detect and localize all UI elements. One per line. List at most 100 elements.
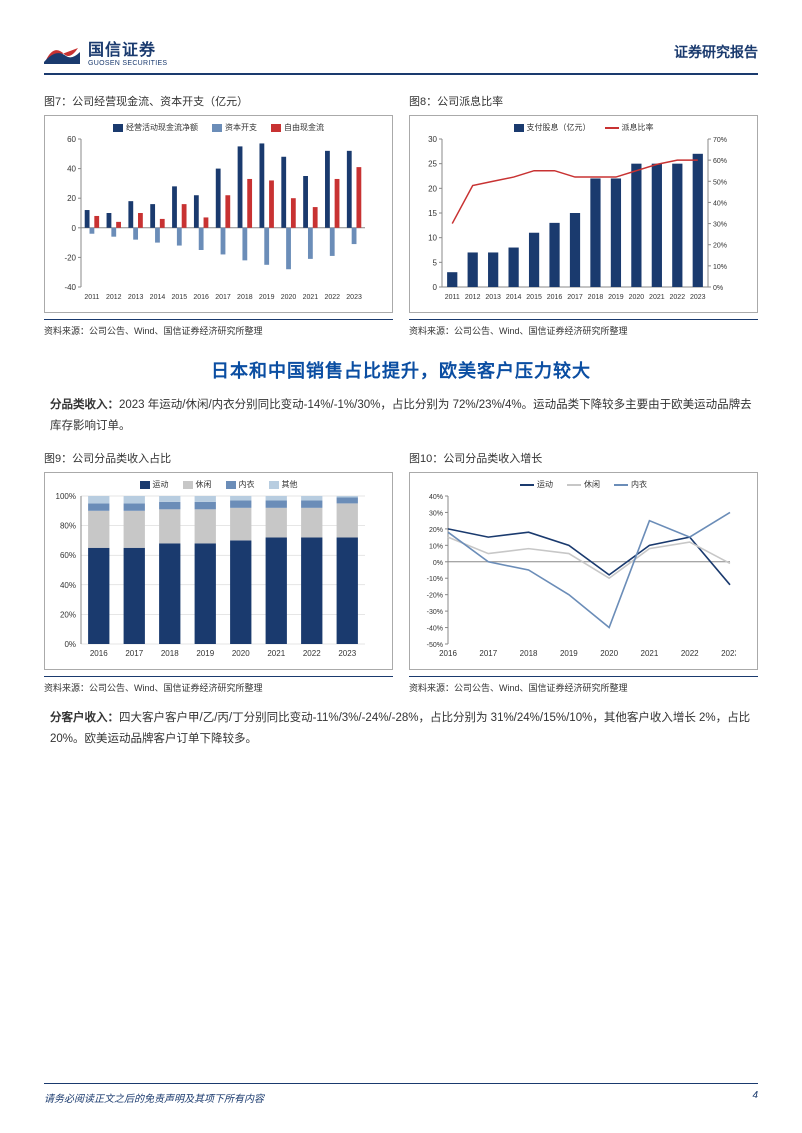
svg-text:2019: 2019	[196, 649, 214, 658]
logo-icon	[44, 40, 80, 64]
footer-disclaimer: 请务必阅读正文之后的免责声明及其项下所有内容	[44, 1090, 264, 1105]
fig9-source: 资料来源：公司公告、Wind、国信证券经济研究所整理	[44, 676, 393, 694]
svg-text:25: 25	[428, 160, 437, 169]
svg-text:80%: 80%	[60, 522, 76, 531]
fig9-legend-2: 内衣	[239, 479, 255, 490]
fig7-cell: 图7：公司经营现金流、资本开支（亿元） 经营活动现金流净额 资本开支 自由现金流…	[44, 93, 393, 337]
svg-text:10: 10	[428, 234, 437, 243]
fig10-source: 资料来源：公司公告、Wind、国信证券经济研究所整理	[409, 676, 758, 694]
fig9-legend-0: 运动	[153, 479, 169, 490]
page-footer: 请务必阅读正文之后的免责声明及其项下所有内容 4	[44, 1083, 758, 1105]
svg-text:-40%: -40%	[427, 626, 443, 633]
fig8-legend-1: 派息比率	[622, 122, 654, 133]
svg-text:20%: 20%	[429, 527, 443, 534]
svg-text:2017: 2017	[125, 649, 143, 658]
svg-text:-50%: -50%	[427, 642, 443, 649]
svg-text:2012: 2012	[106, 294, 122, 301]
svg-text:2016: 2016	[193, 294, 209, 301]
page-header: 国信证券 GUOSEN SECURITIES 证券研究报告	[44, 36, 758, 75]
fig7-chart: 经营活动现金流净额 资本开支 自由现金流 -40-200204060201120…	[44, 115, 393, 313]
svg-text:2019: 2019	[259, 294, 275, 301]
svg-text:60%: 60%	[713, 158, 727, 165]
fig7-legend-2: 自由现金流	[284, 122, 324, 133]
svg-text:30%: 30%	[429, 511, 443, 518]
svg-text:2016: 2016	[547, 294, 563, 301]
svg-text:20: 20	[428, 184, 437, 193]
svg-text:-30%: -30%	[427, 609, 443, 616]
svg-text:10%: 10%	[713, 264, 727, 271]
fig10-caption: 图10：公司分品类收入增长	[409, 450, 758, 466]
svg-text:30%: 30%	[713, 222, 727, 229]
svg-text:0%: 0%	[64, 640, 76, 649]
fig9-legend-3: 其他	[282, 479, 298, 490]
brand-logo: 国信证券 GUOSEN SECURITIES	[44, 36, 167, 67]
para2-body: 四大客户客户甲/乙/丙/丁分别同比变动-11%/3%/-24%/-28%，占比分…	[50, 712, 750, 745]
report-type-label: 证券研究报告	[674, 42, 758, 62]
svg-text:2020: 2020	[629, 294, 645, 301]
fig9-cell: 图9：公司分品类收入占比 运动 休闲 内衣 其他 0%20%40%60%80%1…	[44, 450, 393, 694]
svg-text:2021: 2021	[267, 649, 285, 658]
svg-text:40: 40	[67, 165, 76, 174]
svg-text:2011: 2011	[445, 294, 460, 301]
svg-text:2020: 2020	[600, 649, 618, 658]
svg-text:40%: 40%	[429, 494, 443, 501]
svg-text:2014: 2014	[150, 294, 166, 301]
para1-body: 2023 年运动/休闲/内衣分别同比变动-14%/-1%/30%，占比分别为 7…	[50, 399, 752, 432]
svg-text:2021: 2021	[641, 649, 659, 658]
svg-text:50%: 50%	[713, 179, 727, 186]
page-number: 4	[752, 1090, 758, 1105]
fig10-cell: 图10：公司分品类收入增长 运动 休闲 内衣 -50%-40%-30%-20%-…	[409, 450, 758, 694]
fig9-legend-1: 休闲	[196, 479, 212, 490]
fig10-legend-1: 休闲	[584, 479, 600, 490]
svg-text:2012: 2012	[465, 294, 481, 301]
svg-text:-20: -20	[64, 253, 76, 262]
fig9-chart: 运动 休闲 内衣 其他 0%20%40%60%80%100%2016201720…	[44, 472, 393, 670]
fig7-source: 资料来源：公司公告、Wind、国信证券经济研究所整理	[44, 319, 393, 337]
svg-text:2019: 2019	[560, 649, 578, 658]
svg-text:40%: 40%	[713, 200, 727, 207]
fig9-caption: 图9：公司分品类收入占比	[44, 450, 393, 466]
brand-name-cn: 国信证券	[88, 36, 167, 60]
fig10-legend-0: 运动	[537, 479, 553, 490]
svg-text:2018: 2018	[520, 649, 538, 658]
fig10-svg: -50%-40%-30%-20%-10%0%10%20%30%40%201620…	[416, 492, 736, 662]
svg-text:100%: 100%	[56, 492, 76, 501]
fig10-legend-2: 内衣	[631, 479, 647, 490]
fig10-chart: 运动 休闲 内衣 -50%-40%-30%-20%-10%0%10%20%30%…	[409, 472, 758, 670]
fig8-svg: 0510152025300%10%20%30%40%50%60%70%20112…	[416, 135, 736, 305]
fig9-legend: 运动 休闲 内衣 其他	[51, 479, 386, 490]
fig8-chart: 支付股息（亿元） 派息比率 0510152025300%10%20%30%40%…	[409, 115, 758, 313]
svg-text:2017: 2017	[479, 649, 497, 658]
svg-text:5: 5	[433, 258, 438, 267]
svg-text:2020: 2020	[232, 649, 250, 658]
fig7-legend-0: 经营活动现金流净额	[126, 122, 198, 133]
fig7-legend: 经营活动现金流净额 资本开支 自由现金流	[51, 122, 386, 133]
svg-text:2019: 2019	[608, 294, 624, 301]
svg-text:2020: 2020	[281, 294, 297, 301]
svg-text:2021: 2021	[303, 294, 319, 301]
fig8-caption: 图8：公司派息比率	[409, 93, 758, 109]
fig8-legend: 支付股息（亿元） 派息比率	[416, 122, 751, 133]
svg-text:2018: 2018	[237, 294, 253, 301]
paragraph-2: 分客户收入：四大客户客户甲/乙/丙/丁分别同比变动-11%/3%/-24%/-2…	[44, 708, 758, 749]
svg-text:2018: 2018	[161, 649, 179, 658]
svg-text:0: 0	[433, 283, 438, 292]
svg-text:15: 15	[428, 209, 437, 218]
svg-text:60: 60	[67, 135, 76, 144]
svg-text:2015: 2015	[172, 294, 188, 301]
section-title: 日本和中国销售占比提升，欧美客户压力较大	[44, 357, 758, 383]
svg-text:2014: 2014	[506, 294, 522, 301]
svg-text:20: 20	[67, 194, 76, 203]
svg-text:2017: 2017	[567, 294, 583, 301]
svg-text:2022: 2022	[324, 294, 340, 301]
svg-text:0: 0	[72, 224, 77, 233]
svg-text:2013: 2013	[485, 294, 501, 301]
svg-text:0%: 0%	[433, 560, 443, 567]
fig10-legend: 运动 休闲 内衣	[416, 479, 751, 490]
svg-text:40%: 40%	[60, 581, 76, 590]
fig8-source: 资料来源：公司公告、Wind、国信证券经济研究所整理	[409, 319, 758, 337]
fig7-caption: 图7：公司经营现金流、资本开支（亿元）	[44, 93, 393, 109]
svg-text:2015: 2015	[526, 294, 542, 301]
svg-text:30: 30	[428, 135, 437, 144]
chart-row-1: 图7：公司经营现金流、资本开支（亿元） 经营活动现金流净额 资本开支 自由现金流…	[44, 93, 758, 337]
